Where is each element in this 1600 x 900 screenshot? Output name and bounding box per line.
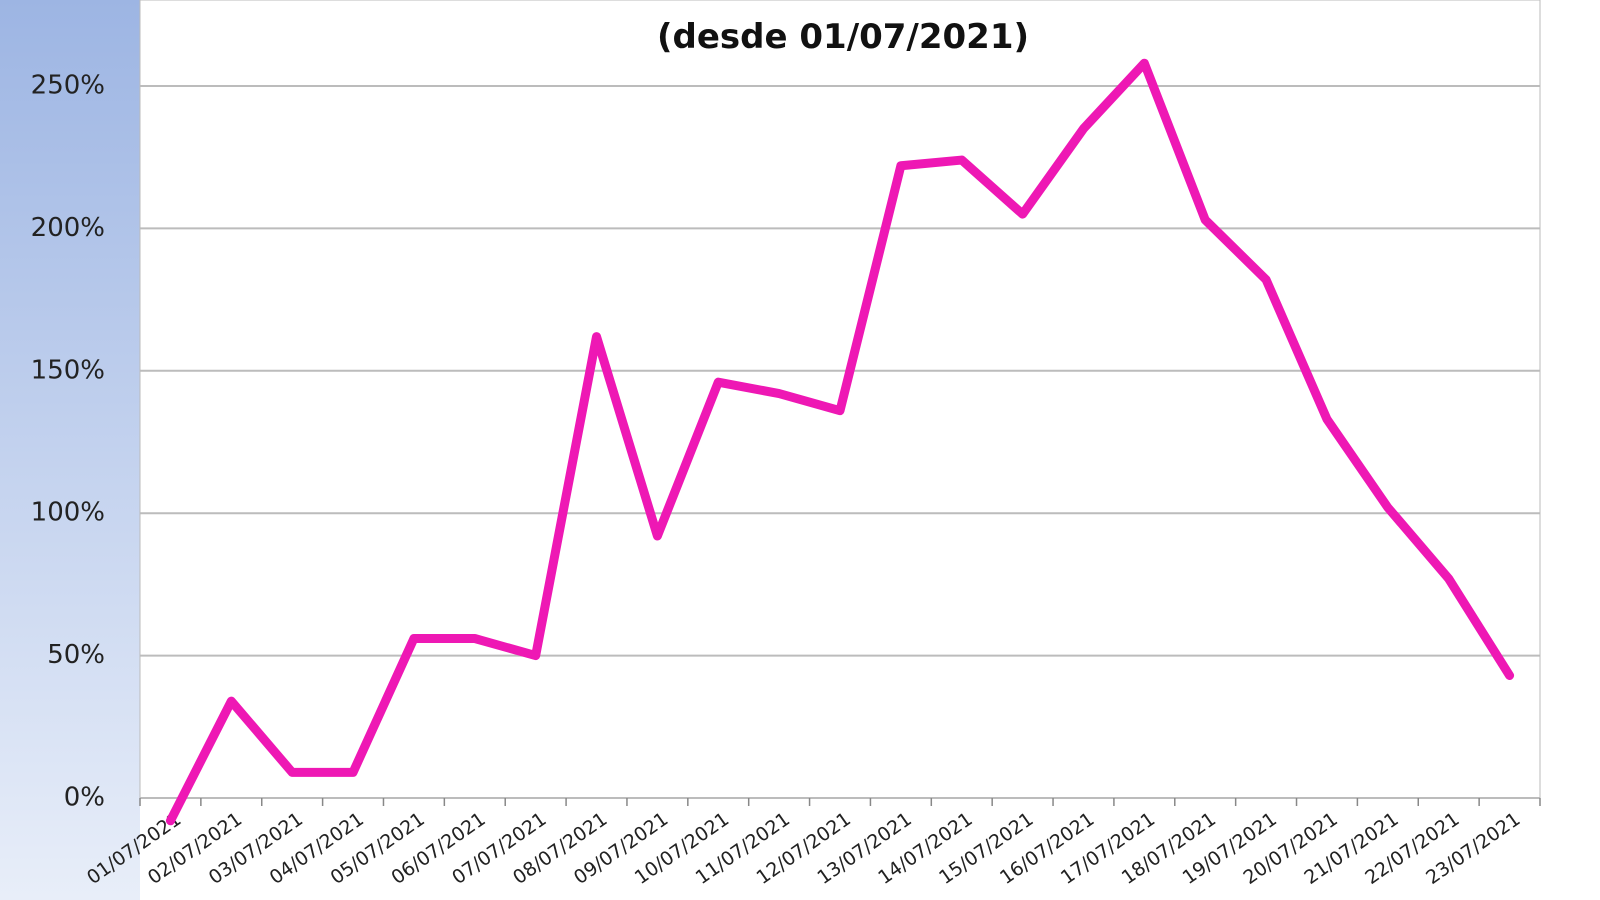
- side-panel: [0, 0, 140, 900]
- y-tick-label: 200%: [31, 213, 105, 243]
- y-tick-label: 100%: [31, 498, 105, 528]
- y-tick-label: 250%: [31, 71, 105, 101]
- data-line: [165, 58, 1515, 826]
- y-tick-label: 50%: [47, 640, 105, 670]
- y-tick-label: 150%: [31, 355, 105, 385]
- chart-subtitle: (desde 01/07/2021): [657, 17, 1029, 57]
- y-tick-label: 0%: [64, 783, 105, 813]
